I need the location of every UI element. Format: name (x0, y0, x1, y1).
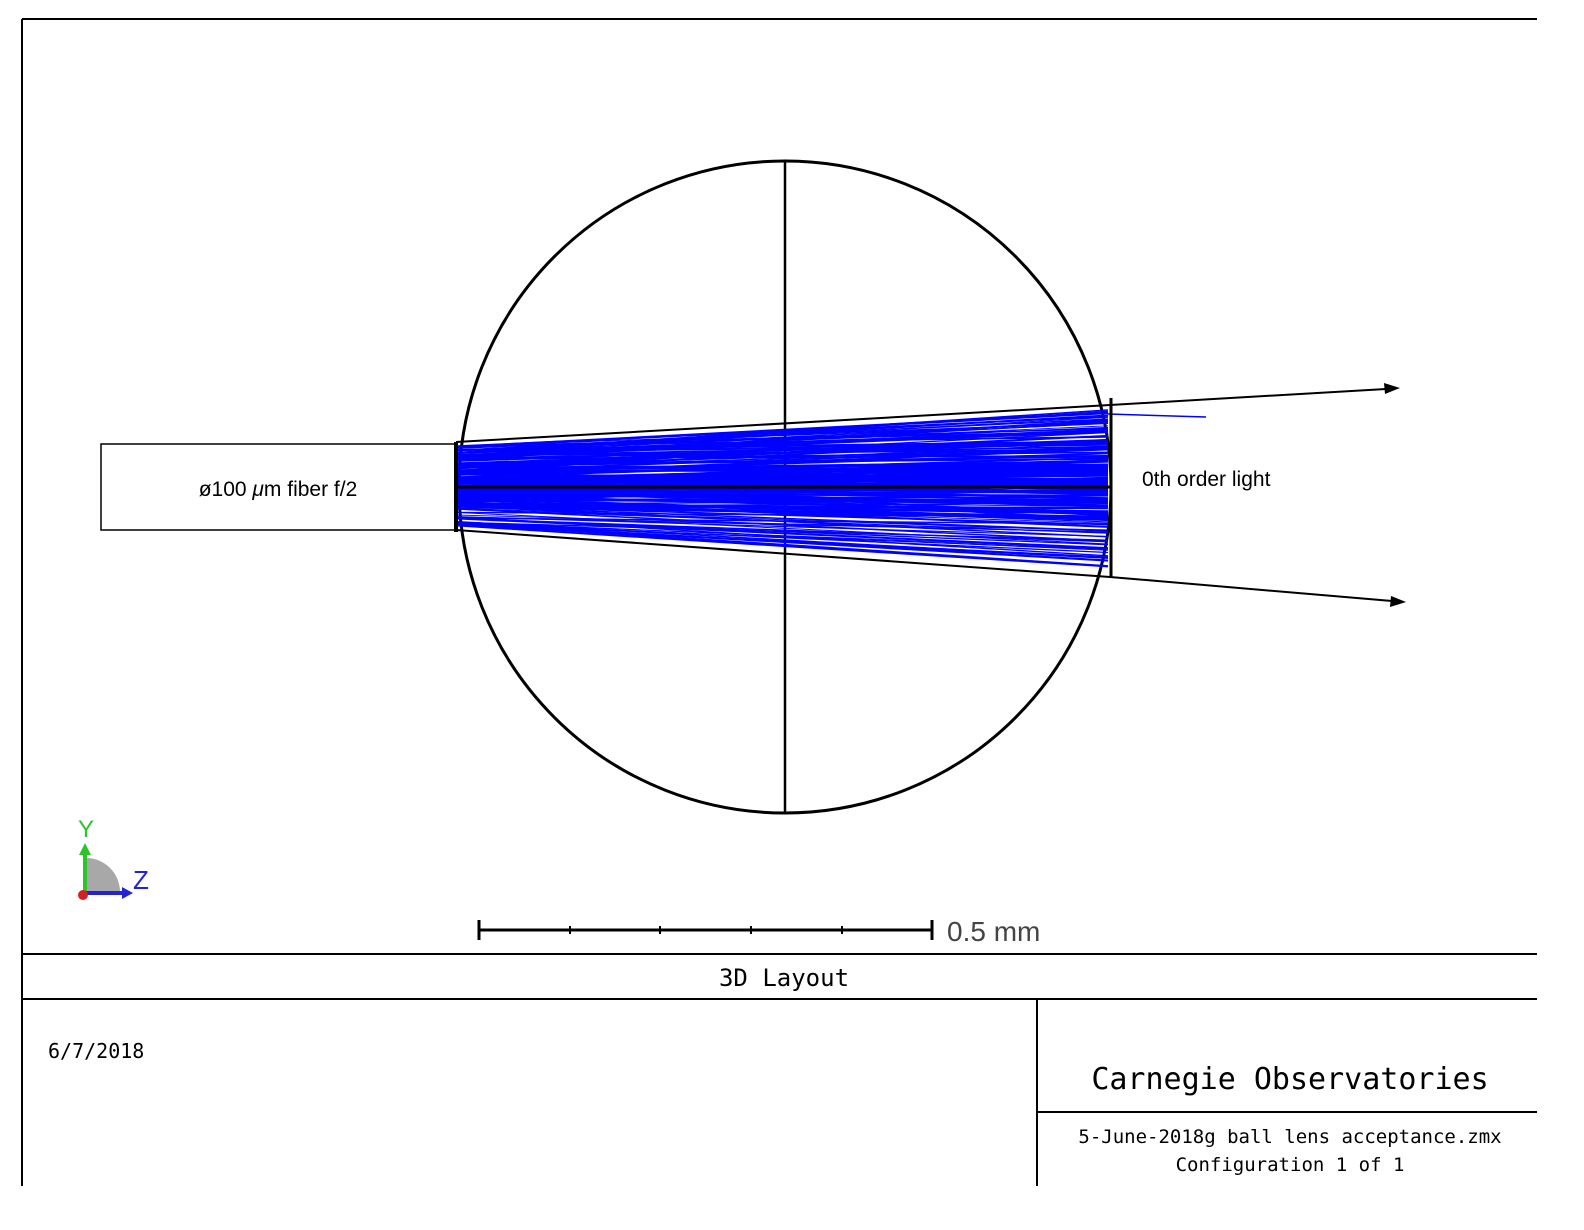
fiber-box (100, 443, 457, 531)
order-light-label: 0th order light (1142, 468, 1271, 491)
ray (457, 516, 1109, 533)
axis-shade (86, 858, 120, 892)
footer-configuration: Configuration 1 of 1 (1176, 1154, 1405, 1176)
x-axis-dot (78, 890, 88, 900)
ray (457, 521, 1109, 551)
ray (457, 476, 1109, 494)
lower-arrowhead (1390, 596, 1406, 607)
ray (457, 517, 1109, 550)
lower-diverging-arrow (1109, 576, 1406, 607)
title-block (22, 953, 1537, 1186)
ray (457, 436, 1109, 448)
footer-title: 3D Layout (719, 964, 849, 992)
ray (457, 448, 1109, 472)
ray (457, 459, 1109, 504)
fiber-label-mu: μ (251, 478, 264, 501)
scale-bar-label: 0.5 mm (947, 916, 1040, 947)
ray (457, 507, 1109, 532)
ray (457, 477, 1109, 482)
fiber-label-prefix: ø100 (199, 478, 253, 501)
cone-upper-line (455, 404, 1111, 443)
ray-bundle (457, 409, 1207, 568)
ray (457, 524, 1109, 568)
footer-organization: Carnegie Observatories (1091, 1062, 1488, 1097)
upper-diverging-arrow (1109, 383, 1400, 406)
ray (457, 439, 1109, 467)
ray (457, 469, 1109, 479)
ray (457, 451, 1109, 461)
upper-arrowhead (1384, 383, 1400, 394)
ray (457, 460, 1109, 472)
axis-triad: Y Z (78, 816, 149, 900)
stray-ray (1107, 413, 1207, 418)
scale-bar (477, 920, 934, 940)
ray (457, 505, 1109, 538)
ray (457, 522, 1109, 554)
footer-date: 6/7/2018 (48, 1039, 144, 1063)
axis-y-label: Y (78, 816, 94, 843)
footer-filename: 5-June-2018g ball lens acceptance.zmx (1078, 1126, 1501, 1148)
axis-z-label: Z (133, 865, 149, 895)
ray (457, 505, 1109, 532)
ray (457, 522, 1109, 562)
ray (457, 416, 1109, 454)
fiber-label: ø100 μm fiber f/2 (199, 478, 358, 501)
drawing-frame (21, 18, 1537, 1186)
fiber-label-suffix: m fiber f/2 (264, 478, 357, 501)
ray (457, 497, 1109, 521)
cone-lower-line (455, 529, 1111, 578)
ray (457, 456, 1109, 468)
